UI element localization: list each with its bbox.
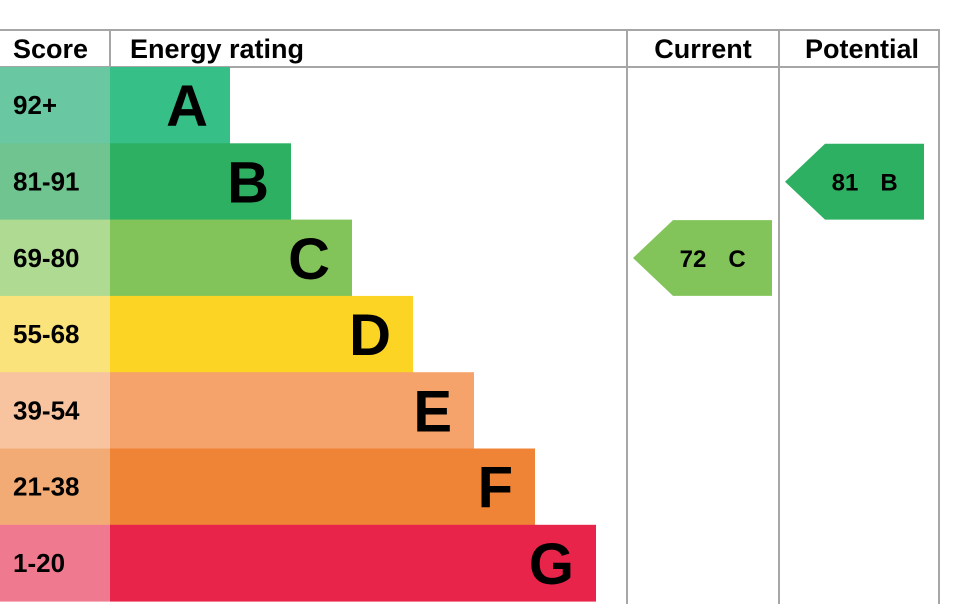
band-letter-b: B	[227, 150, 269, 215]
potential-value: 81	[832, 170, 859, 197]
score-range-d: 55-68	[13, 319, 80, 349]
score-cell-f	[0, 448, 110, 526]
potential-header: Potential	[805, 34, 919, 64]
band-letter-d: D	[349, 303, 391, 368]
band-bar-d	[110, 295, 413, 373]
band-letter-a: A	[166, 74, 208, 139]
score-range-c: 69-80	[13, 243, 80, 273]
current-value: 72	[680, 246, 707, 273]
band-letter-f: F	[478, 456, 513, 521]
score-range-f: 21-38	[13, 472, 80, 502]
score-header: Score	[13, 34, 88, 64]
band-bar-c	[110, 219, 352, 297]
score-cell-c	[0, 219, 110, 297]
potential-indicator: 81 B	[785, 143, 924, 220]
score-cell-b	[0, 143, 110, 221]
current-header: Current	[654, 34, 752, 64]
score-cell-e	[0, 372, 110, 449]
band-letter-c: C	[288, 227, 330, 292]
score-range-a: 92+	[13, 90, 57, 120]
potential-arrow	[785, 143, 924, 220]
score-cell-a	[0, 67, 110, 144]
potential-band: B	[880, 170, 897, 197]
score-range-e: 39-54	[13, 395, 80, 425]
rating-bands: 92+ A 81-91 B 69-80 C 55-68 D 39-54 E 21-38 F 1-20 G	[0, 67, 596, 602]
current-band: C	[728, 246, 745, 273]
band-bar-a	[110, 67, 230, 144]
rating-indicators: 72 C 81 B	[633, 143, 924, 296]
band-bar-g	[110, 524, 596, 602]
score-cell-g	[0, 524, 110, 602]
band-letter-g: G	[529, 532, 574, 597]
band-bar-e	[110, 372, 474, 449]
score-range-g: 1-20	[13, 548, 65, 578]
band-letter-e: E	[413, 379, 452, 444]
current-arrow	[633, 220, 772, 296]
current-indicator: 72 C	[633, 220, 772, 296]
score-cell-d	[0, 295, 110, 373]
score-range-b: 81-91	[13, 166, 80, 196]
band-bar-b	[110, 143, 291, 221]
energy-rating-header: Energy rating	[130, 34, 304, 64]
band-bar-f	[110, 448, 535, 526]
